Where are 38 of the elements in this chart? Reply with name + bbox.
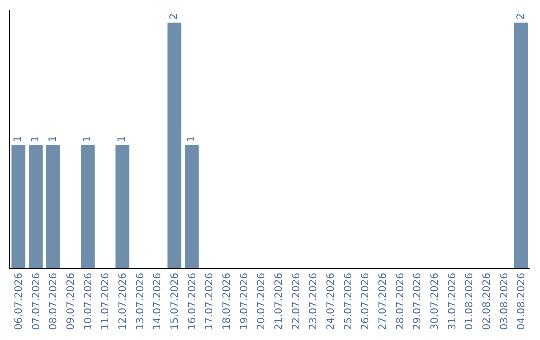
x-tick-label: 04.08.2026: [516, 273, 528, 330]
x-tick-label: 07.07.2026: [31, 273, 42, 330]
data-label: 1: [13, 136, 24, 142]
x-tick-label: 21.07.2026: [274, 273, 285, 330]
x-tick-label: 17.07.2026: [204, 273, 216, 330]
x-tick-label: 31.07.2026: [447, 273, 458, 330]
data-label: 1: [82, 136, 94, 142]
x-tick-label: 23.07.2026: [308, 273, 320, 330]
x-tick-label: 15.07.2026: [170, 273, 181, 330]
x-tick-label: 12.07.2026: [118, 273, 129, 330]
x-tick-label: 02.08.2026: [482, 273, 493, 330]
x-tick-label: 26.07.2026: [360, 273, 372, 330]
data-label: 2: [516, 14, 527, 20]
x-tick-label: 30.07.2026: [430, 273, 441, 330]
x-tick-label: 09.07.2026: [66, 273, 77, 330]
x-tick-label: 27.07.2026: [378, 273, 389, 330]
x-tick-label: 14.07.2026: [152, 273, 164, 330]
x-tick-label: 13.07.2026: [135, 273, 146, 330]
x-tick-label: 19.07.2026: [239, 273, 250, 330]
x-tick-label: 20.07.2026: [256, 273, 268, 330]
data-label: 2: [169, 14, 180, 20]
x-tick-label: 06.07.2026: [14, 273, 25, 330]
x-tick-label: 24.07.2026: [326, 273, 337, 330]
x-tick-label: 08.07.2026: [48, 273, 60, 330]
x-tick-label: 03.08.2026: [499, 273, 510, 330]
data-label: 1: [48, 136, 59, 142]
x-tick-label: 22.07.2026: [291, 273, 302, 330]
x-tick-label: 28.07.2026: [395, 273, 406, 330]
x-tick-label: 01.08.2026: [464, 273, 476, 330]
x-tick-label: 25.07.2026: [343, 273, 354, 330]
data-label: 1: [117, 136, 128, 142]
x-tick-label: 29.07.2026: [412, 273, 424, 330]
data-label: 1: [30, 136, 42, 142]
data-label: 1: [186, 136, 198, 142]
x-tick-label: 11.07.2026: [100, 273, 112, 330]
x-tick-label: 18.07.2026: [222, 273, 233, 330]
x-tick-label: 16.07.2026: [187, 273, 198, 330]
x-tick-label: 10.07.2026: [83, 273, 94, 330]
